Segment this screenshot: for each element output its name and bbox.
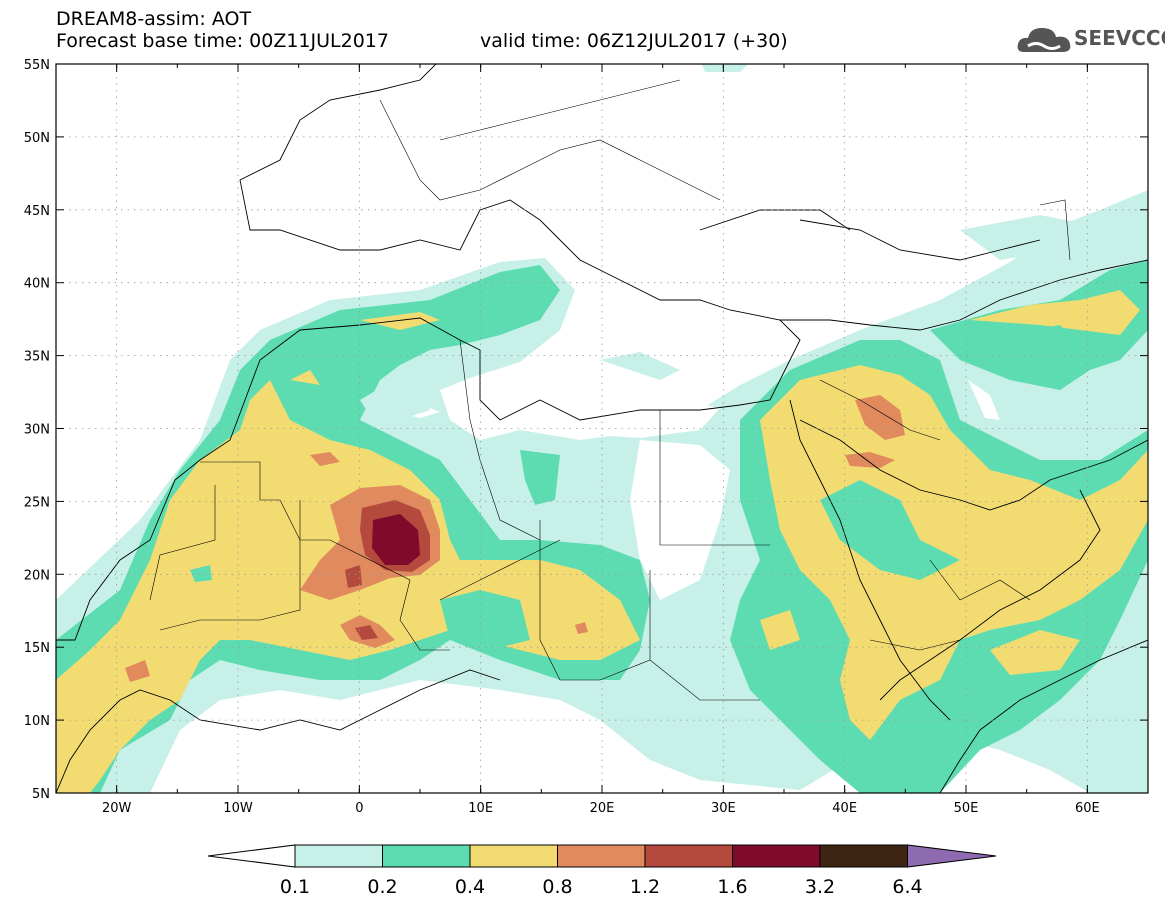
colorbar-swatch	[382, 844, 471, 868]
colorbar-swatch	[557, 844, 646, 868]
coastlines	[56, 64, 1148, 793]
lon-tick-labels: 20W 10W 0 10E 20E 30E 40E 50E 60E	[102, 801, 1100, 816]
logo-text: SEEVCCC	[1074, 26, 1165, 50]
country-borders	[149, 79, 1071, 701]
colorbar-swatch	[294, 844, 383, 868]
lat-tick-label: 40N	[24, 277, 50, 292]
colorbar-label: 0.1	[280, 876, 310, 898]
colorbar-swatch	[644, 844, 733, 868]
lat-tick-label: 45N	[24, 204, 50, 219]
colorbar-swatch	[732, 844, 821, 868]
lon-tick-label: 60E	[1075, 801, 1100, 816]
lon-tick-label: 30E	[711, 801, 736, 816]
lat-tick-label: 25N	[24, 495, 50, 510]
colorbar-label: 1.6	[717, 876, 747, 898]
lat-tick-label: 15N	[24, 641, 50, 656]
aot-level-1-6	[372, 514, 420, 565]
colorbar-labels: 0.1 0.2 0.4 0.8 1.2 1.6 3.2 6.4	[280, 876, 923, 898]
colorbar-label: 0.2	[367, 876, 397, 898]
forecast-base-time: Forecast base time: 00Z11JUL2017	[56, 30, 389, 52]
aot-field	[56, 64, 1148, 793]
lon-tick-label: 20E	[590, 801, 615, 816]
lat-tick-label: 30N	[24, 423, 50, 438]
chart-title: DREAM8-assim: AOT	[56, 8, 252, 30]
colorbar-arrow-right	[907, 844, 997, 868]
colorbar-arrow-left	[207, 844, 296, 868]
lon-tick-label: 10W	[223, 801, 253, 816]
lon-tick-label: 20W	[102, 801, 132, 816]
cloud-icon	[1017, 28, 1071, 52]
lon-tick-label: 10E	[468, 801, 493, 816]
colorbar-label: 3.2	[805, 876, 835, 898]
colorbar-label: 1.2	[630, 876, 660, 898]
lat-tick-label: 10N	[24, 714, 50, 729]
lat-tick-labels: 55N 50N 45N 40N 35N 30N 25N 20N 15N 10N 5N	[24, 58, 50, 802]
gridlines	[56, 64, 1148, 793]
colorbar-label: 6.4	[892, 876, 922, 898]
colorbar	[207, 844, 997, 868]
axis-ticks	[55, 63, 1149, 794]
lat-tick-label: 5N	[32, 787, 50, 802]
colorbar-swatch	[469, 844, 558, 868]
aot-green-patches	[190, 325, 1080, 650]
lat-tick-label: 55N	[24, 58, 50, 73]
lat-tick-label: 35N	[24, 350, 50, 365]
colorbar-swatch	[819, 844, 908, 868]
valid-time: valid time: 06Z12JUL2017 (+30)	[480, 30, 788, 52]
colorbar-label: 0.8	[542, 876, 572, 898]
lat-tick-label: 50N	[24, 131, 50, 146]
lon-tick-label: 50E	[954, 801, 979, 816]
lon-tick-label: 0	[355, 801, 363, 816]
seevccc-logo: SEEVCCC	[1016, 22, 1165, 56]
lon-tick-label: 40E	[832, 801, 857, 816]
colorbar-label: 0.4	[455, 876, 485, 898]
lat-tick-label: 20N	[24, 568, 50, 583]
aot-islands	[360, 352, 680, 420]
